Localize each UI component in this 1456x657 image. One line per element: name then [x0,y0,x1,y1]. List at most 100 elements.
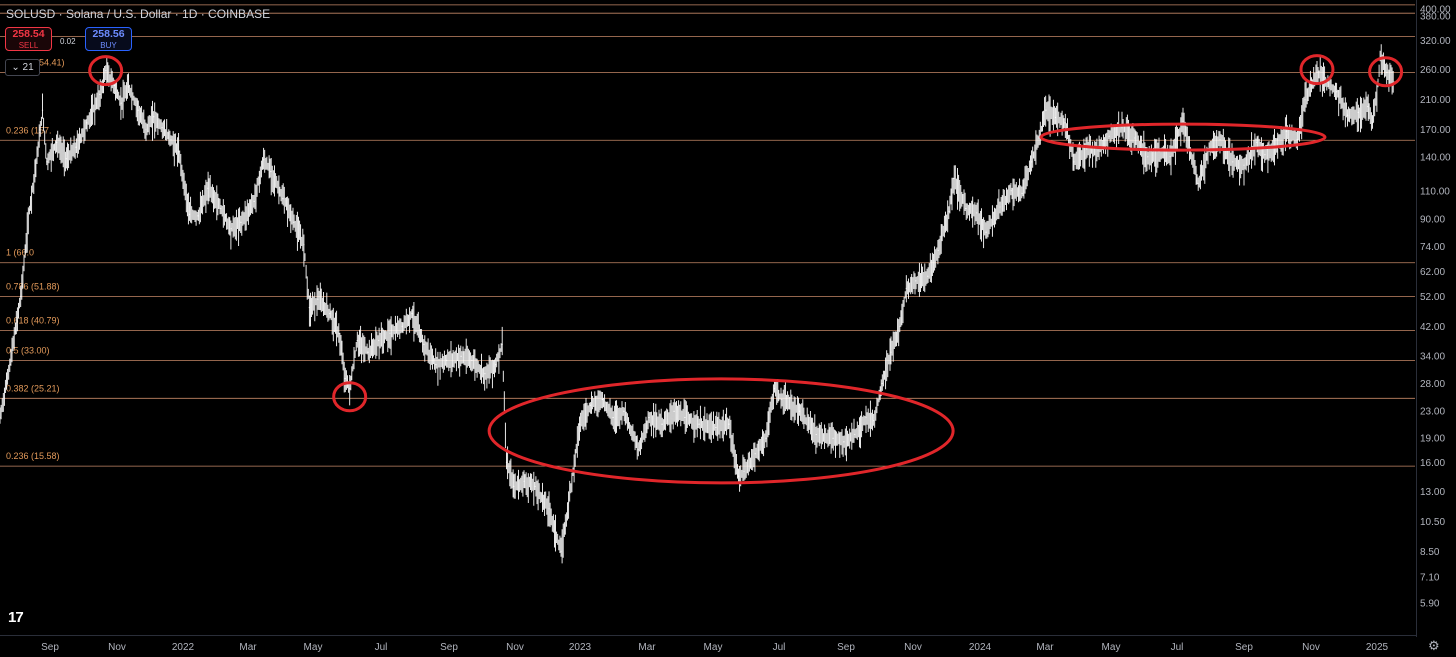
price-point [1243,164,1245,166]
price-point [673,410,675,412]
fib-label: 0.5 (33.00) [6,345,50,355]
price-point [349,388,351,390]
time-tick-label: 2022 [172,642,195,653]
price-point [356,339,358,342]
time-tick-label: Jul [1171,642,1184,653]
indicators-toggle[interactable]: ⌄ 21 [5,59,40,76]
price-point [137,109,139,111]
price-point [976,212,978,214]
price-series [0,44,1395,564]
price-point [1336,91,1338,93]
price-point [344,378,346,380]
price-point [308,307,310,309]
price-point [178,151,180,153]
price-point [145,128,147,130]
price-point [501,343,503,345]
price-point [263,159,265,161]
price-tick-label: 62.00 [1420,267,1445,278]
price-point [765,437,767,439]
price-point [170,139,172,141]
price-point [1367,105,1369,108]
price-point [188,213,191,215]
price-point [317,298,319,300]
price-tick-label: 90.00 [1420,215,1445,226]
price-point [1121,127,1123,129]
price-point [715,426,717,429]
price-tick-label: 23.00 [1420,407,1445,418]
price-point [854,433,856,436]
price-point [389,332,391,334]
time-tick-label: 2024 [969,642,992,653]
price-tick-label: 260.00 [1420,65,1451,76]
price-point [548,508,550,510]
price-point [401,325,403,327]
price-tick-label: 42.00 [1420,322,1445,333]
price-point [1316,71,1318,73]
price-point [1197,182,1199,184]
price-point [270,171,272,173]
price-bars [0,44,1394,564]
price-point [754,453,756,455]
time-tick-label: May [304,642,323,653]
highlight-ellipse [1039,122,1327,152]
sell-price: 258.54 [12,28,45,40]
tradingview-logo-icon[interactable]: 17 [8,609,24,626]
time-tick-label: Jul [375,642,388,653]
price-point [1346,114,1349,116]
sell-button[interactable]: 258.54 SELL [5,27,52,51]
price-point [28,209,30,211]
time-axis[interactable]: Sep Nov 2022 Mar May Jul Sep Nov 2023 Mar May Jul Se… [41,642,1388,653]
price-point [965,207,967,210]
time-tick-label: Sep [837,642,855,653]
price-point [1371,122,1374,124]
price-point [411,313,413,315]
price-point [471,359,473,361]
time-tick-label: May [704,642,723,653]
price-tick-label: 170.00 [1420,125,1451,136]
price-point [798,410,801,412]
price-point [513,485,515,487]
price-point [1169,156,1171,158]
price-tick-label: 320.00 [1420,36,1451,47]
price-point [207,187,209,189]
price-point [1064,122,1066,124]
price-point [86,122,88,124]
price-point [612,416,614,419]
price-point [446,359,448,361]
symbol-title: SOLUSD · Solana / U.S. Dollar · 1D · COI… [6,7,271,21]
price-tick-label: 19.00 [1420,434,1445,445]
buy-price: 258.56 [92,28,125,40]
price-point [773,388,776,390]
price-tick-label: 34.00 [1420,352,1445,363]
price-point [927,275,929,277]
price-tick-label: 400.00 [1420,4,1451,15]
fib-label: 1 (66.0 [6,248,34,258]
price-point [623,410,625,412]
price-point [1010,190,1012,192]
price-point [282,198,284,200]
price-point [99,93,101,95]
price-point [20,295,22,297]
price-point [495,364,497,366]
price-point [120,102,122,104]
highlight-circle [88,55,124,87]
price-tick-label: 16.00 [1420,458,1445,469]
price-point [1256,141,1258,143]
price-point [378,339,380,342]
time-tick-label: 2025 [1366,642,1389,653]
gear-icon[interactable]: ⚙ [1428,638,1440,653]
price-tick-label: 5.90 [1420,598,1440,609]
price-point [37,148,39,150]
time-tick-label: 2023 [569,642,592,653]
price-point [293,221,295,223]
price-point [105,70,107,72]
price-point [684,416,686,419]
price-point [0,416,1,419]
chevron-down-icon: ⌄ [11,62,20,73]
price-point [113,85,115,87]
buy-button[interactable]: 258.56 BUY [85,27,132,51]
price-point [890,351,892,353]
time-tick-label: Sep [1235,642,1253,653]
